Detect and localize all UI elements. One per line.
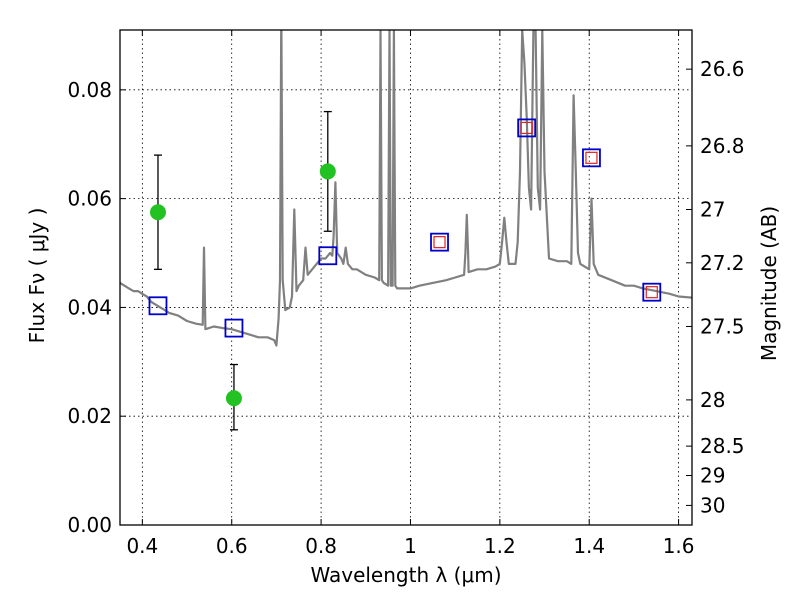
x-tick-label: 1.2 — [484, 534, 516, 558]
model-band-flux-square — [430, 232, 449, 252]
x-axis-label: Wavelength λ (μm) — [310, 563, 501, 587]
x-tick-label: 0.8 — [305, 534, 337, 558]
model-band-inner-square — [585, 151, 598, 164]
model-band-flux-square — [224, 318, 244, 338]
model-band-flux-square — [582, 148, 601, 168]
observed-flux-point — [319, 163, 336, 180]
magnitude-tick-label: 29 — [700, 464, 725, 488]
magnitude-tick-label: 26.8 — [700, 134, 745, 158]
y-tick-label: 0.08 — [67, 78, 112, 102]
x-tick-label: 1.4 — [573, 534, 605, 558]
y-tick-label: 0.00 — [67, 513, 112, 537]
y-axis-label: Flux Fν ( μJy ) — [25, 208, 49, 344]
x-tick-label: 0.4 — [126, 534, 158, 558]
magnitude-tick-label: 27.2 — [700, 251, 745, 275]
model-band-inner-square — [645, 286, 658, 299]
plot-frame — [119, 29, 693, 526]
x-tick-label: 1 — [404, 534, 417, 558]
y-tick-label: 0.06 — [67, 187, 112, 211]
plot-area — [120, 30, 692, 431]
y-tick-label: 0.04 — [67, 295, 112, 319]
magnitude-tick-label: 27.5 — [700, 314, 745, 338]
model-band-flux-square — [517, 118, 537, 138]
magnitude-tick-label: 28.5 — [700, 434, 745, 458]
model-band-flux-square — [642, 282, 662, 302]
x-tick-label: 1.6 — [663, 534, 695, 558]
model-band-inner-square — [433, 236, 446, 249]
observed-flux-point — [149, 204, 166, 221]
model-band-inner-square — [520, 121, 533, 135]
observed-flux-point — [225, 390, 242, 407]
magnitude-tick-label: 28 — [700, 388, 725, 412]
model-band-flux-square — [318, 246, 338, 266]
magnitude-tick-label: 30 — [700, 493, 725, 517]
grid-lines — [120, 30, 692, 526]
model-spectrum-line — [120, 30, 692, 347]
magnitude-tick-label: 27 — [700, 198, 725, 222]
right-axis-label: Magnitude (AB) — [757, 206, 781, 361]
y-tick-label: 0.02 — [67, 404, 112, 428]
magnitude-tick-label: 26.6 — [700, 57, 745, 81]
axis-ticks: 0.4 0.6 0.8 1 1.2 1.4 1.6 0.00 0.02 0.04 0.06 0.08 2… — [67, 30, 745, 558]
model-band-flux-square — [148, 296, 168, 316]
x-tick-label: 0.6 — [216, 534, 248, 558]
